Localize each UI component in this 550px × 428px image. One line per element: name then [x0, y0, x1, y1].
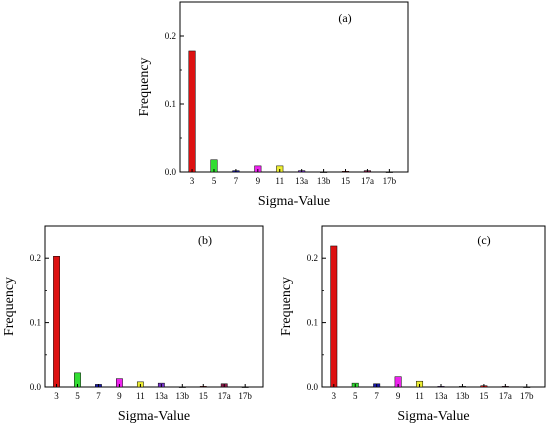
x-tick-label: 13a: [435, 391, 448, 401]
plot-frame: [179, 1, 409, 173]
x-tick-label: 17a: [361, 176, 374, 186]
bar-13b: [178, 386, 186, 388]
y-tick-label: 0.1: [30, 318, 41, 328]
x-tick-label: 11: [415, 391, 424, 401]
panel-label: (b): [198, 233, 212, 247]
x-tick-label: 3: [190, 176, 195, 186]
panel-label: (c): [477, 233, 490, 247]
panel-label: (a): [338, 11, 351, 25]
bar-3: [53, 256, 60, 388]
bar-17b: [523, 386, 531, 388]
y-tick-label: 0.2: [307, 253, 318, 263]
chart-panel-2: 0.0 0.1 0.2 3 5 7 9 11 13a 13b 15 17a 17b Sigma-Value…: [2, 225, 264, 424]
x-tick-label: 5: [212, 176, 217, 186]
x-tick-label: 17b: [520, 391, 534, 401]
plot-frame: [321, 225, 546, 388]
y-axis-title: Frequency: [137, 57, 152, 116]
x-tick-label: 7: [96, 391, 101, 401]
x-axis-title: Sigma-Value: [118, 409, 190, 424]
y-tick-label: 0.1: [165, 99, 176, 109]
x-tick-label: 15: [341, 176, 351, 186]
bar-17b: [241, 386, 249, 388]
x-tick-label: 13b: [176, 391, 190, 401]
bar-13b: [320, 171, 328, 173]
x-tick-label: 7: [374, 391, 379, 401]
x-tick-label: 17b: [383, 176, 397, 186]
x-axis-title: Sigma-Value: [258, 194, 330, 209]
x-tick-label: 7: [234, 176, 239, 186]
chart-panel-3: 0.0 0.1 0.2 3 5 7 9 11 13a 13b 15 17a 17b Sigma-Value…: [279, 225, 546, 424]
x-tick-label: 13b: [456, 391, 470, 401]
y-tick-label: 0.2: [30, 253, 41, 263]
y-axis-title: Frequency: [279, 277, 294, 336]
y-tick-label: 0.1: [307, 318, 318, 328]
y-axis-title: Frequency: [2, 277, 17, 336]
y-tick-label: 0.0: [30, 382, 42, 392]
y-tick-label: 0.2: [165, 31, 176, 41]
bar-3: [330, 245, 338, 388]
x-tick-label: 17a: [499, 391, 512, 401]
x-tick-label: 13a: [295, 176, 308, 186]
chart-panel-1: 0.0 0.1 0.2 3 5 7 9 11 13a 13b 15 17a 17b Sigma-Value…: [137, 1, 409, 209]
x-tick-label: 9: [396, 391, 401, 401]
x-tick-label: 15: [479, 391, 489, 401]
x-tick-label: 11: [275, 176, 284, 186]
x-tick-label: 13b: [317, 176, 331, 186]
bar-3: [188, 50, 196, 173]
bar-17b: [385, 171, 393, 173]
y-tick-label: 0.0: [165, 167, 177, 177]
plot-frame: [44, 225, 264, 388]
x-tick-label: 3: [54, 391, 59, 401]
x-tick-label: 3: [332, 391, 337, 401]
x-tick-label: 17a: [218, 391, 231, 401]
x-tick-label: 17b: [238, 391, 252, 401]
x-tick-label: 5: [75, 391, 80, 401]
y-tick-label: 0.0: [307, 382, 319, 392]
x-axis-title: Sigma-Value: [397, 409, 469, 424]
x-tick-label: 9: [117, 391, 122, 401]
x-tick-label: 5: [353, 391, 358, 401]
x-tick-label: 11: [136, 391, 145, 401]
x-tick-label: 9: [256, 176, 261, 186]
x-tick-label: 15: [199, 391, 209, 401]
x-tick-label: 13a: [155, 391, 168, 401]
